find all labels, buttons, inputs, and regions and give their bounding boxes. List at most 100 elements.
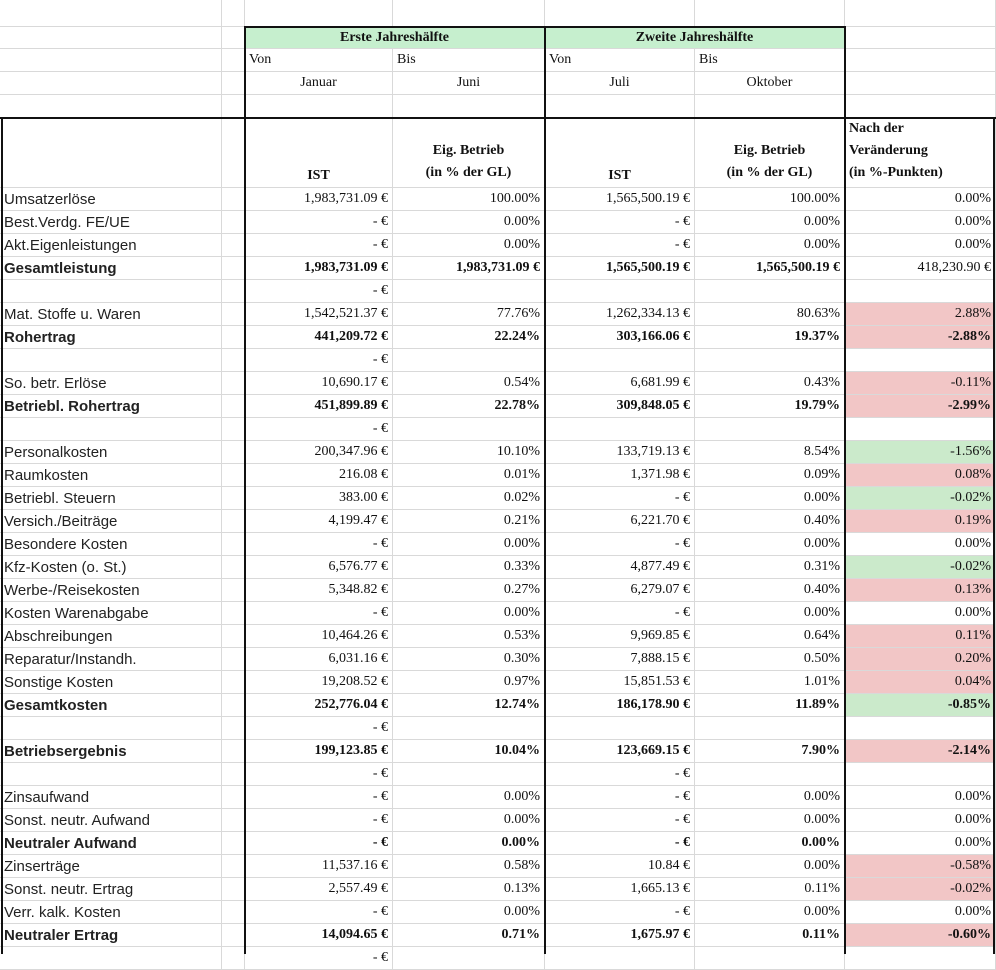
border <box>0 117 996 119</box>
cell: - € <box>245 533 393 556</box>
cell: 303,166.06 € <box>545 326 695 349</box>
cell: -2.14% <box>845 740 996 763</box>
cell: 11.89% <box>695 694 845 717</box>
cell: Sonst. neutr. Ertrag <box>0 878 222 901</box>
cell: 1,675.97 € <box>545 924 695 947</box>
cell: -1.56% <box>845 441 996 464</box>
cell: - € <box>545 602 695 625</box>
cell: 2,557.49 € <box>245 878 393 901</box>
cell: 8.54% <box>695 441 845 464</box>
cell: Umsatzerlöse <box>0 188 222 211</box>
cell <box>0 280 222 303</box>
cell: 252,776.04 € <box>245 694 393 717</box>
cell: - € <box>545 832 695 855</box>
empty-cell <box>0 118 222 188</box>
cell: 7,888.15 € <box>545 648 695 671</box>
cell: Verr. kalk. Kosten <box>0 901 222 924</box>
cell: Personalkosten <box>0 441 222 464</box>
cell: 0.00% <box>845 234 996 257</box>
cell: 0.11% <box>695 924 845 947</box>
cell <box>545 418 695 441</box>
cell: 0.13% <box>393 878 545 901</box>
empty-cell <box>222 740 245 763</box>
cell: - € <box>245 763 393 786</box>
cell: - € <box>245 349 393 372</box>
cell <box>545 349 695 372</box>
cell: 100.00% <box>393 188 545 211</box>
cell <box>845 763 996 786</box>
cell: 0.00% <box>695 211 845 234</box>
cell: 0.00% <box>393 786 545 809</box>
empty-cell <box>0 0 222 27</box>
empty-cell <box>222 625 245 648</box>
cell: 0.00% <box>393 901 545 924</box>
empty-cell <box>222 533 245 556</box>
cell: - € <box>245 786 393 809</box>
empty-cell <box>222 878 245 901</box>
cell: 77.76% <box>393 303 545 326</box>
empty-cell <box>222 118 245 188</box>
cell: 0.00% <box>845 901 996 924</box>
cell <box>393 763 545 786</box>
cell: 0.09% <box>695 464 845 487</box>
empty-cell <box>0 72 222 95</box>
empty-cell <box>222 947 245 970</box>
cell: -0.11% <box>845 372 996 395</box>
cell: 0.33% <box>393 556 545 579</box>
cell: 0.08% <box>845 464 996 487</box>
cell: - € <box>245 234 393 257</box>
cell: Zweite Jahreshälfte <box>545 27 845 49</box>
empty-cell <box>845 27 996 49</box>
cell: 451,899.89 € <box>245 395 393 418</box>
cell: 0.00% <box>393 832 545 855</box>
cell <box>393 418 545 441</box>
border <box>244 26 246 954</box>
empty-cell <box>845 49 996 72</box>
cell: 309,848.05 € <box>545 395 695 418</box>
cell: - € <box>545 487 695 510</box>
cell: Betriebl. Steuern <box>0 487 222 510</box>
cell: -0.02% <box>845 556 996 579</box>
empty-cell <box>245 95 393 118</box>
cell: - € <box>245 280 393 303</box>
cell: 10.10% <box>393 441 545 464</box>
cell <box>845 280 996 303</box>
cell: 1,665.13 € <box>545 878 695 901</box>
empty-cell <box>222 326 245 349</box>
cell: 0.00% <box>845 809 996 832</box>
empty-cell <box>222 924 245 947</box>
cell: 80.63% <box>695 303 845 326</box>
cell <box>393 280 545 303</box>
empty-cell <box>222 27 245 49</box>
cell <box>695 349 845 372</box>
cell: Bis <box>393 49 545 72</box>
empty-cell <box>222 694 245 717</box>
cell: - € <box>245 809 393 832</box>
cell: 0.00% <box>695 809 845 832</box>
empty-cell <box>222 280 245 303</box>
cell: 216.08 € <box>245 464 393 487</box>
empty-cell <box>222 188 245 211</box>
cell: 19.79% <box>695 395 845 418</box>
cell: 0.00% <box>695 234 845 257</box>
cell: 1,542,521.37 € <box>245 303 393 326</box>
cell: 0.97% <box>393 671 545 694</box>
cell: 9,969.85 € <box>545 625 695 648</box>
cell: 0.71% <box>393 924 545 947</box>
cell: So. betr. Erlöse <box>0 372 222 395</box>
empty-cell <box>222 786 245 809</box>
empty-cell <box>222 234 245 257</box>
cell: IST <box>545 118 695 188</box>
empty-cell <box>222 717 245 740</box>
cell: Akt.Eigenleistungen <box>0 234 222 257</box>
cell: 0.00% <box>845 188 996 211</box>
cell: Gesamtkosten <box>0 694 222 717</box>
cell: 0.00% <box>845 602 996 625</box>
cell <box>393 717 545 740</box>
border <box>544 26 546 954</box>
cell: 0.20% <box>845 648 996 671</box>
cell: Kosten Warenabgabe <box>0 602 222 625</box>
cell <box>393 947 545 970</box>
cell: 0.21% <box>393 510 545 533</box>
cell: Kfz-Kosten (o. St.) <box>0 556 222 579</box>
